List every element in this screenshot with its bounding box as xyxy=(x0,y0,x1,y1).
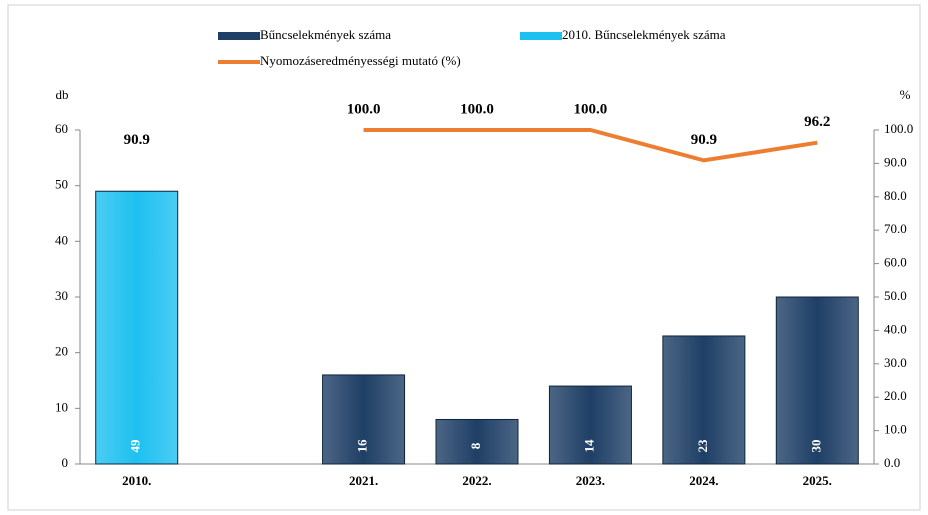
bar-value-label: 30 xyxy=(808,440,823,453)
y2-tick-label: 90.0 xyxy=(884,154,907,169)
legend-swatch xyxy=(218,32,260,40)
bar-value-label: 49 xyxy=(128,439,143,453)
y2-tick-label: 0.0 xyxy=(884,455,900,470)
line-value-label: 96.2 xyxy=(804,114,830,130)
bar xyxy=(322,374,406,465)
x-tick-label: 2010. xyxy=(122,473,151,488)
y-tick-label: 40 xyxy=(55,232,68,247)
line-value-label: 100.0 xyxy=(347,101,381,117)
x-tick-label: 2024. xyxy=(689,473,718,488)
bar-value-label: 16 xyxy=(355,439,370,453)
legend-label: Bűncselekmények száma xyxy=(260,27,391,42)
x-tick-label: 2025. xyxy=(803,473,832,488)
y-tick-label: 20 xyxy=(55,344,68,359)
bar-value-label: 23 xyxy=(695,439,710,453)
bar-value-label: 14 xyxy=(581,439,596,453)
y2-tick-label: 20.0 xyxy=(884,388,907,403)
line-value-label: 100.0 xyxy=(574,101,608,117)
y2-tick-label: 10.0 xyxy=(884,422,907,437)
line-value-label: 90.9 xyxy=(124,132,150,148)
y-tick-label: 0 xyxy=(62,455,69,470)
x-tick-label: 2021. xyxy=(349,473,378,488)
y2-tick-label: 50.0 xyxy=(884,288,907,303)
bar xyxy=(548,385,632,465)
y2-tick-label: 100.0 xyxy=(884,121,913,136)
legend-label: Nyomozáseredményességi mutató (%) xyxy=(260,53,461,68)
y-tick-label: 10 xyxy=(55,399,68,414)
y-tick-label: 30 xyxy=(55,288,68,303)
bar xyxy=(95,190,179,465)
line-value-label: 100.0 xyxy=(460,101,494,117)
x-tick-label: 2022. xyxy=(462,473,491,488)
bar xyxy=(662,335,746,465)
y2-tick-label: 70.0 xyxy=(884,221,907,236)
x-tick-label: 2023. xyxy=(576,473,605,488)
bar xyxy=(435,418,519,465)
y2-tick-label: 80.0 xyxy=(884,188,907,203)
y2-tick-label: 60.0 xyxy=(884,255,907,270)
y-tick-label: 60 xyxy=(55,121,68,136)
bar xyxy=(775,296,859,465)
y-axis-label: db xyxy=(56,87,69,102)
bar-value-label: 8 xyxy=(468,442,483,449)
y2-tick-label: 30.0 xyxy=(884,355,907,370)
y-tick-label: 50 xyxy=(55,177,68,192)
legend-label: 2010. Bűncselekmények száma xyxy=(562,27,726,42)
y2-tick-label: 40.0 xyxy=(884,321,907,336)
line-value-label: 90.9 xyxy=(691,132,717,148)
line xyxy=(363,128,818,163)
y2-axis-label: % xyxy=(900,87,911,102)
legend-swatch xyxy=(520,32,562,40)
